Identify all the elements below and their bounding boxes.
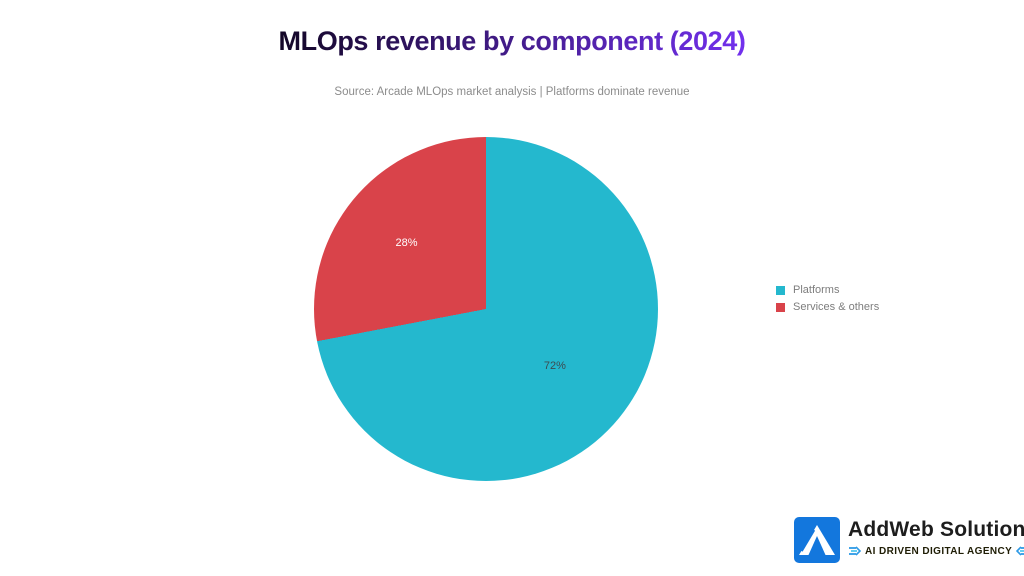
brand-tagline: AI DRIVEN DIGITAL AGENCY bbox=[865, 545, 1013, 557]
legend-label-platforms: Platforms bbox=[793, 284, 840, 296]
legend-swatch-platforms-icon bbox=[776, 286, 785, 295]
pie-slice-label-platforms: 72% bbox=[543, 360, 566, 372]
addweb-brand-block: AddWeb Solution AI DRIVEN DIGITAL AGENCY bbox=[794, 517, 1024, 563]
pie-slice-label-services: 28% bbox=[395, 237, 418, 250]
legend-label-services: Services & others bbox=[793, 301, 880, 313]
legend: Platforms Services & others bbox=[776, 284, 879, 314]
chart-title: MLOps revenue by component (2024) bbox=[278, 26, 746, 56]
brand-text: AddWeb Solution AI DRIVEN DIGITAL AGENCY bbox=[848, 517, 1024, 557]
addweb-a-glyph bbox=[799, 525, 835, 555]
chart-subtitle: Source: Arcade MLOps market analysis | P… bbox=[334, 86, 690, 98]
wind-right-icon bbox=[1016, 546, 1024, 556]
wind-left-icon bbox=[849, 546, 861, 556]
brand-name: AddWeb Solution bbox=[848, 518, 1024, 541]
addweb-logo-icon bbox=[794, 517, 840, 563]
legend-swatch-services-icon bbox=[776, 303, 785, 312]
pie-chart: 72% 28% bbox=[314, 137, 658, 481]
title-container: MLOps revenue by component (2024) bbox=[0, 26, 1024, 57]
legend-item-platforms: Platforms bbox=[776, 284, 879, 297]
brand-tagline-row: AI DRIVEN DIGITAL AGENCY bbox=[848, 545, 1024, 557]
legend-item-services: Services & others bbox=[776, 301, 879, 314]
